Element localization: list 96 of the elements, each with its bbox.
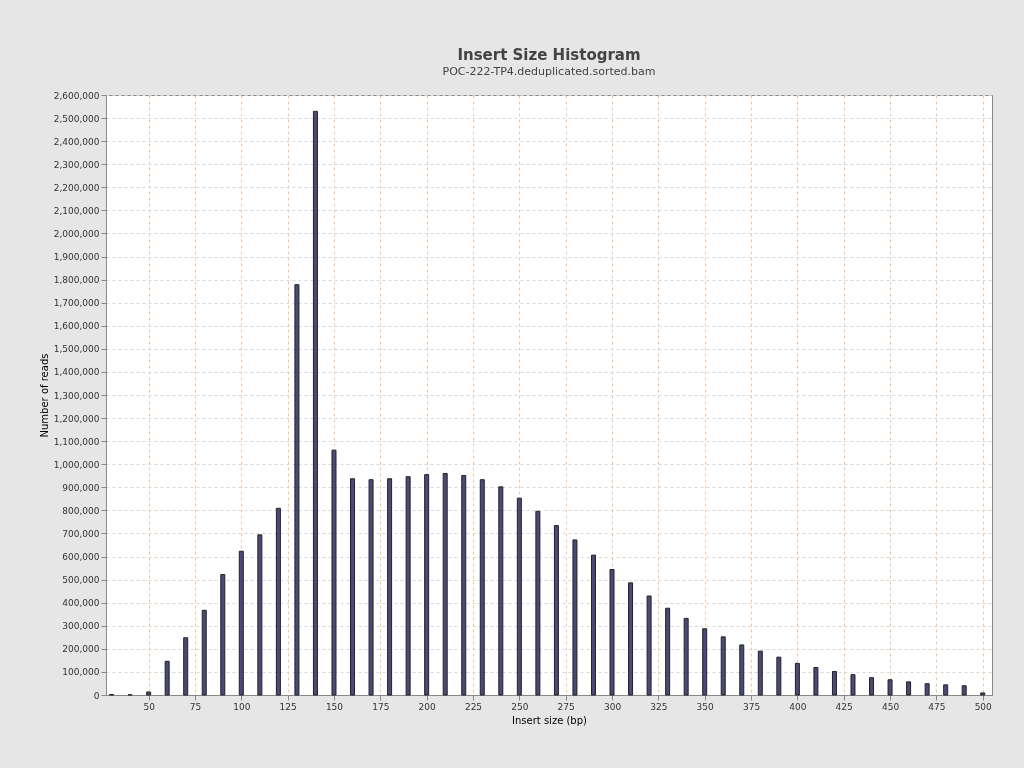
x-tick-label: 175 [372,701,390,712]
x-tick-label: 500 [974,701,993,712]
y-tick-label: 2,000,000 [53,228,100,239]
x-tick-label: 475 [928,701,946,712]
y-tick-label: 0 [93,690,100,701]
y-tick-label: 1,600,000 [53,321,100,332]
bar [609,568,615,696]
bar [628,582,634,696]
x-tick-label: 250 [511,701,529,712]
bar [683,617,689,696]
bar [294,284,300,696]
y-tick-label: 1,900,000 [53,252,100,263]
y-tick-label: 1,100,000 [53,436,100,447]
bar [961,685,967,696]
bar [312,110,318,696]
x-tick-label: 50 [143,701,156,712]
bar [590,554,596,696]
y-tick-label: 1,000,000 [53,459,100,470]
y-tick-label: 1,700,000 [53,298,100,309]
bar [553,525,559,696]
bar [739,644,745,696]
bar [646,595,652,696]
y-tick-label: 200,000 [62,644,100,655]
x-tick-label: 425 [835,701,853,712]
bar [757,650,763,696]
x-tick-label: 150 [325,701,344,712]
bar [794,662,800,696]
bar [405,476,411,696]
x-tick-label: 275 [557,701,575,712]
bar [183,637,189,696]
x-tick-label: 350 [696,701,715,712]
bar [220,574,226,696]
bar [813,667,819,696]
y-tick-label: 100,000 [62,667,100,678]
bar [201,609,207,696]
bar [720,636,726,696]
y-tick-label: 1,200,000 [53,413,100,424]
y-tick-label: 600,000 [62,552,100,563]
bar [776,656,782,696]
x-axis-title: Insert size (bp) [512,714,588,726]
bar [665,607,671,696]
x-tick-label: 375 [742,701,761,712]
x-tick-label: 300 [603,701,622,712]
bar [461,475,467,696]
bar [164,660,170,696]
y-tick-label: 2,100,000 [53,205,100,216]
bar [869,677,875,696]
bar [387,478,393,696]
y-tick-label: 400,000 [62,598,100,609]
bar [479,479,485,696]
y-tick-label: 2,600,000 [53,90,100,101]
chart-title: Insert Size Histogram [457,46,641,64]
x-tick-label: 450 [881,701,900,712]
bar [331,449,337,696]
x-tick-label: 125 [279,701,297,712]
y-tick-label: 500,000 [62,575,100,586]
bar [257,534,263,696]
y-tick-label: 900,000 [62,482,100,493]
x-tick-label: 325 [650,701,668,712]
bar [943,684,949,696]
bar [516,497,522,696]
bar [980,692,986,696]
y-tick-label: 1,300,000 [53,390,100,401]
bar [535,510,541,696]
bar [238,550,244,696]
chart-subtitle: POC-222-TP4.deduplicated.sorted.bam [442,65,656,78]
bar [498,486,504,696]
bar [146,691,152,696]
bar [831,670,837,696]
bar [368,479,374,696]
y-tick-label: 700,000 [62,528,100,539]
x-tick-label: 100 [233,701,251,712]
bar [850,674,856,696]
bar [702,628,708,696]
y-tick-label: 1,400,000 [53,367,100,378]
x-tick-label: 200 [418,701,437,712]
y-tick-label: 2,500,000 [53,113,100,124]
y-tick-label: 300,000 [62,621,100,632]
bar [275,507,281,696]
bar [572,539,578,696]
bar [424,474,430,696]
bar [887,679,893,696]
bar [906,681,912,696]
x-tick-label: 75 [189,701,202,712]
x-tick-label: 400 [789,701,807,712]
y-tick-label: 2,400,000 [53,136,100,147]
y-tick-label: 1,500,000 [53,344,100,355]
y-tick-label: 2,300,000 [53,159,100,170]
bar [924,683,930,696]
y-tick-label: 800,000 [62,505,100,516]
y-tick-label: 1,800,000 [53,275,100,286]
x-tick-label: 225 [464,701,483,712]
bar [350,478,356,696]
bar [442,472,448,696]
y-axis-title: Number of reads [38,353,50,438]
y-tick-label: 2,200,000 [53,182,100,193]
